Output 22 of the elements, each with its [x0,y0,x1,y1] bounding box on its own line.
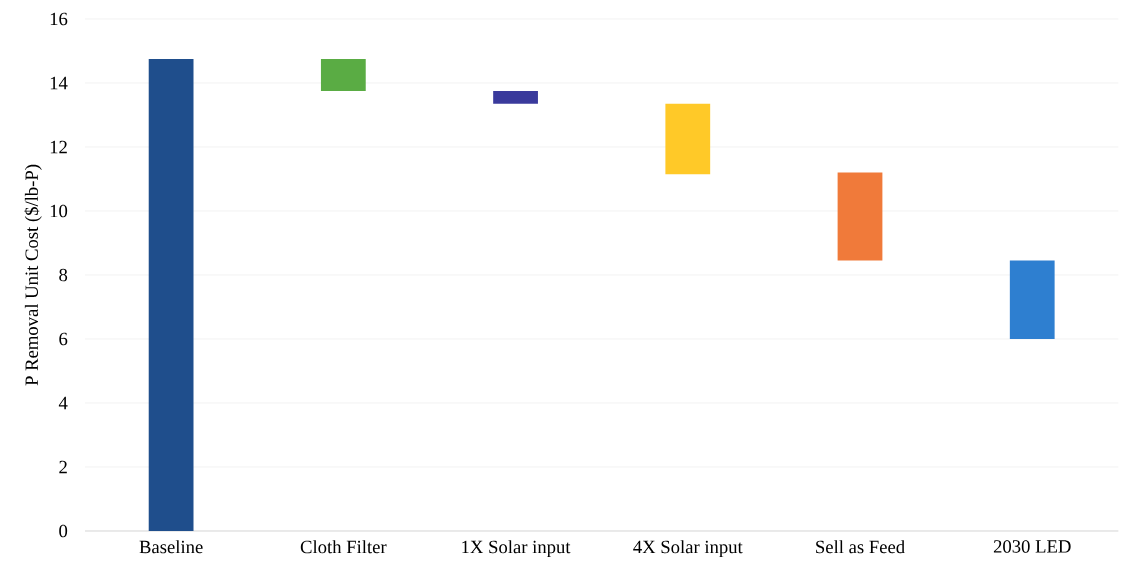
y-tick-label: 14 [50,76,68,90]
bar [837,172,883,261]
y-tick-label: 12 [50,140,67,154]
y-tick-label: 6 [59,332,68,346]
x-tick-label: Sell as Feed [816,540,905,554]
y-tick-label: 4 [58,396,68,410]
bar [320,59,366,91]
y-tick-label: 8 [59,268,68,282]
x-tick-label: 2030 LED [993,540,1071,553]
x-tick-label: Cloth Filter [300,540,387,554]
y-tick-label: 10 [50,204,68,218]
bar [493,91,538,104]
y-tick-label: 0 [59,524,68,538]
x-tick-label: 4X Solar input [633,540,743,558]
x-tick-label: 1X Solar input [462,540,571,558]
bar [665,103,711,175]
y-axis-title: P Removal Unit Cost ($/lb-P) [24,164,42,386]
bar [148,59,194,531]
y-tick-label: 2 [59,460,67,474]
bar [1009,260,1055,339]
y-tick-label: 16 [50,12,68,26]
x-tick-label: Baseline [139,540,203,554]
